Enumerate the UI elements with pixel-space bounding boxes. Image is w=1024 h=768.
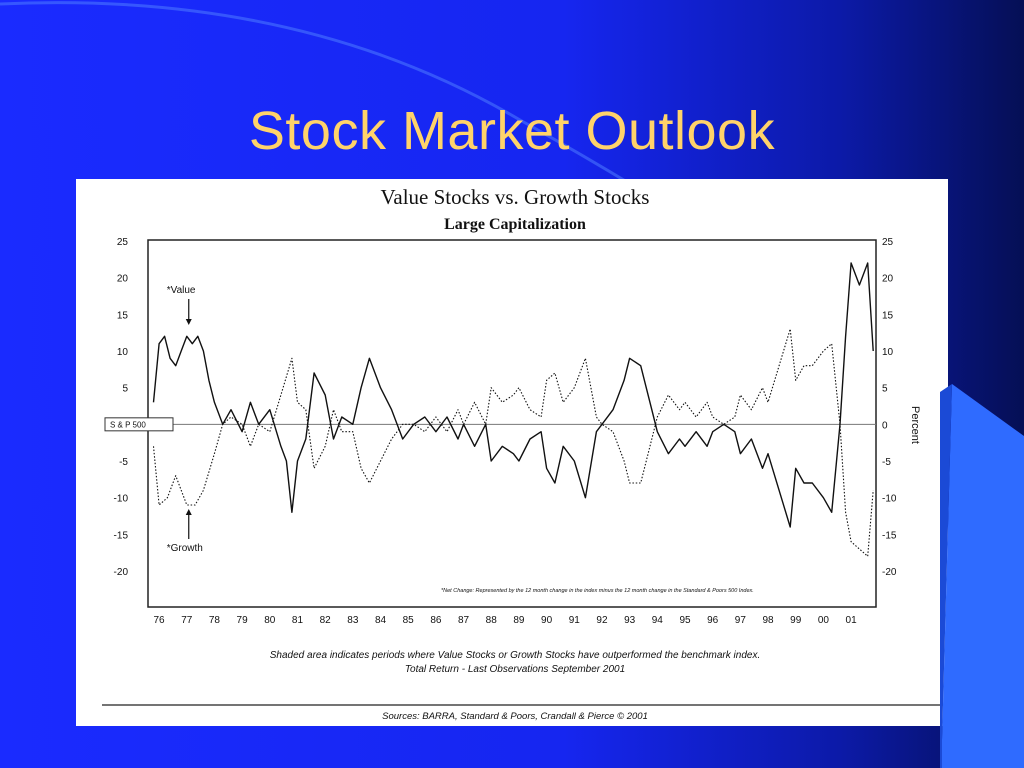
x-tick-labels: 76 77 78 79 80 81 82 83 84 85 86 87 88 89 90 91 92 93 94 95… xyxy=(154,615,858,626)
x-tick-label: 81 xyxy=(292,615,304,626)
series-line-growth xyxy=(152,328,874,557)
y-tick-label-right: -15 xyxy=(882,530,897,541)
x-tick-label: 93 xyxy=(624,615,636,626)
y-tick-label-right: 10 xyxy=(882,347,894,358)
chart-subtitle: Large Capitalization xyxy=(444,216,586,233)
annotation-layer: *Value *Growth xyxy=(167,285,203,554)
y-tick-label-left: 25 xyxy=(117,237,129,248)
decorative-side-shape xyxy=(940,384,1024,768)
x-tick-label: 99 xyxy=(790,615,802,626)
x-tick-label: 80 xyxy=(264,615,276,626)
annotation-value: *Value xyxy=(167,285,196,296)
x-tick-label: 82 xyxy=(320,615,332,626)
y-tick-label-left: 5 xyxy=(122,384,128,395)
x-tick-label: 96 xyxy=(707,615,719,626)
x-tick-label: 79 xyxy=(237,615,249,626)
y-tick-label-right: 25 xyxy=(882,237,894,248)
y-tick-label-right: -10 xyxy=(882,494,897,505)
chart-source: Sources: BARRA, Standard & Poors, Cranda… xyxy=(382,711,648,722)
y-tick-label-right: 5 xyxy=(882,384,888,395)
baseline-label-box: S & P 500 xyxy=(104,417,174,432)
x-tick-label: 83 xyxy=(347,615,359,626)
x-tick-label: 86 xyxy=(430,615,442,626)
plot-frame xyxy=(147,239,877,608)
series-line-value xyxy=(152,262,874,528)
x-tick-label: 90 xyxy=(541,615,553,626)
x-tick-label: 88 xyxy=(486,615,498,626)
y-tick-label-left: -10 xyxy=(114,494,129,505)
x-tick-label: 77 xyxy=(181,615,193,626)
line-chart: Value Stocks vs. Growth Stocks Large Cap… xyxy=(76,179,948,726)
x-tick-label: 78 xyxy=(209,615,221,626)
x-tick-label: 94 xyxy=(652,615,664,626)
y-tick-label-left: 10 xyxy=(117,347,129,358)
y-tick-label-right: 0 xyxy=(882,420,888,431)
y-tick-label-left: -5 xyxy=(119,457,128,468)
x-tick-label: 00 xyxy=(818,615,830,626)
annotation-growth: *Growth xyxy=(167,543,203,554)
chart-footnote: *Net Change: Represented by the 12 month… xyxy=(441,588,754,594)
x-tick-label: 84 xyxy=(375,615,387,626)
y-tick-label-right: 15 xyxy=(882,310,894,321)
y-axis-label: Percent xyxy=(909,406,921,444)
y-tick-label-left: 15 xyxy=(117,310,129,321)
series-layer xyxy=(152,262,874,557)
annotation-arrowhead-growth xyxy=(185,509,192,515)
y-tick-label-left: -20 xyxy=(114,567,129,578)
x-tick-label: 92 xyxy=(596,615,608,626)
y-tick-label-right: 20 xyxy=(882,274,894,285)
chart-caption-1: Shaded area indicates periods where Valu… xyxy=(270,650,760,661)
baseline-label: S & P 500 xyxy=(110,420,146,429)
x-tick-label: 87 xyxy=(458,615,470,626)
slide-title: Stock Market Outlook xyxy=(248,101,776,161)
x-tick-label: 91 xyxy=(569,615,581,626)
chart-panel: Value Stocks vs. Growth Stocks Large Cap… xyxy=(76,179,948,726)
y-tick-label-right: -20 xyxy=(882,567,897,578)
y-tick-label-left: -15 xyxy=(114,530,129,541)
x-tick-label: 89 xyxy=(513,615,525,626)
x-tick-label: 97 xyxy=(735,615,747,626)
y-tick-labels-right: 25 20 15 10 5 0 -5 -10 -15 -20 xyxy=(882,237,897,578)
y-tick-label-left: 20 xyxy=(117,274,129,285)
x-tick-label: 01 xyxy=(846,615,858,626)
x-tick-label: 76 xyxy=(154,615,166,626)
annotation-arrowhead-value xyxy=(185,319,192,325)
chart-caption-2: Total Return - Last Observations Septemb… xyxy=(405,664,625,675)
chart-title: Value Stocks vs. Growth Stocks xyxy=(381,185,650,209)
x-tick-label: 95 xyxy=(679,615,691,626)
x-tick-label: 98 xyxy=(762,615,774,626)
y-tick-label-right: -5 xyxy=(882,457,891,468)
x-tick-label: 85 xyxy=(403,615,415,626)
